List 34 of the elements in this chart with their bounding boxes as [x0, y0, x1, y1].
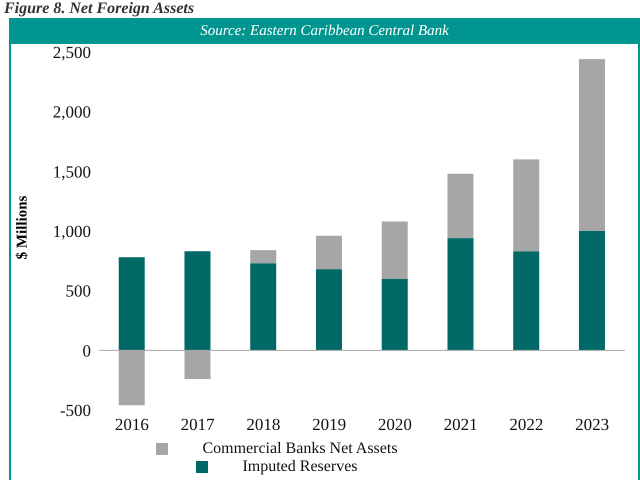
x-tick-label: 2023: [575, 415, 610, 434]
legend-label: Commercial Banks Net Assets: [202, 440, 398, 457]
bar: [250, 263, 276, 350]
x-tick-label: 2022: [509, 415, 544, 434]
chart-title: Figure 8. Net Foreign Assets: [3, 0, 196, 18]
y-tick-label: 1,000: [52, 222, 91, 242]
bar: [316, 269, 342, 350]
source-note: Source: Eastern Caribbean Central Bank: [11, 20, 638, 44]
y-tick-label: 0: [82, 341, 91, 360]
x-tick-label: 2020: [378, 415, 412, 434]
x-tick-label: 2017: [180, 415, 216, 434]
bar: [513, 251, 540, 350]
y-tick-label: 2,500: [52, 43, 91, 62]
y-axis-title: $ Millions: [14, 195, 32, 259]
bar: [184, 251, 210, 350]
x-tick-label: 2018: [246, 415, 280, 434]
bar: [382, 278, 408, 350]
legend-label: Imputed Reserves: [242, 458, 358, 475]
bar: [382, 221, 408, 279]
bar: [316, 236, 342, 270]
bar: [578, 59, 605, 231]
bar: [250, 250, 276, 264]
x-tick-label: 2019: [312, 415, 346, 434]
bar: [118, 257, 145, 350]
bar: [447, 174, 474, 238]
bar: [578, 231, 605, 350]
bar: [447, 238, 474, 350]
y-tick-label: 500: [66, 282, 91, 301]
y-tick-label: 1,500: [52, 162, 91, 182]
x-tick-label: 2021: [444, 415, 478, 434]
x-tick-label: 2016: [114, 415, 149, 434]
bar: [513, 159, 540, 252]
y-tick-label: 2,000: [52, 102, 91, 122]
y-tick-label: -500: [60, 401, 91, 420]
